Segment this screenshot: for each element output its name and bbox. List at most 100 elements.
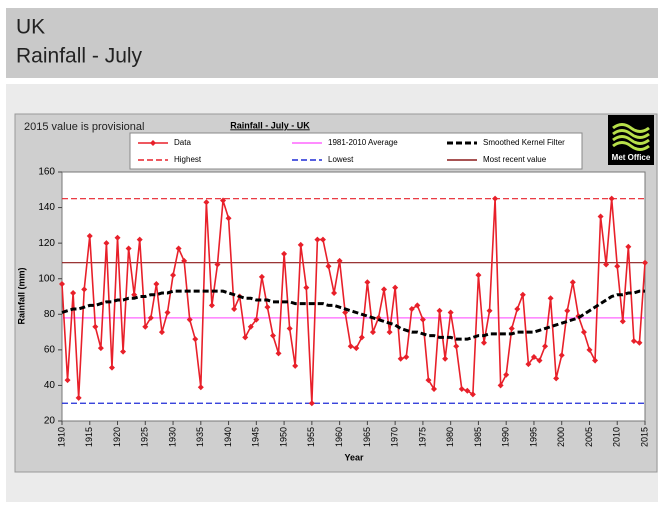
legend-box: [129, 132, 583, 170]
data-point: [75, 394, 82, 401]
data-point: [547, 295, 554, 302]
data-point: [503, 371, 510, 378]
data-point: [281, 250, 288, 257]
x-tick-label: 1955: [306, 427, 316, 447]
data-point: [303, 284, 310, 291]
data-point: [64, 377, 71, 384]
x-tick-label: 2005: [584, 427, 594, 447]
data-point: [614, 263, 621, 270]
data-point: [186, 316, 193, 323]
chart-title: Rainfall - July - UK: [230, 120, 310, 130]
x-tick-label: 1965: [362, 427, 372, 447]
data-point: [181, 257, 188, 264]
x-tick-label: 1920: [112, 427, 122, 447]
data-point: [608, 195, 615, 202]
data-point: [358, 334, 365, 341]
data-point: [580, 329, 587, 336]
data-point: [469, 391, 476, 398]
x-tick-label: 1970: [390, 427, 400, 447]
data-point: [569, 279, 576, 286]
x-tick-label: 1980: [445, 427, 455, 447]
data-point: [197, 384, 204, 391]
x-tick-label: 1990: [501, 427, 511, 447]
header-band: [6, 8, 658, 78]
data-point: [480, 339, 487, 346]
header-subtitle: Rainfall - July: [16, 45, 143, 68]
x-tick-label: 2015: [639, 427, 649, 447]
data-point: [586, 346, 593, 353]
data-point: [192, 336, 199, 343]
data-point: [342, 309, 349, 316]
data-point: [203, 199, 210, 206]
data-point: [331, 289, 338, 296]
data-point: [597, 213, 604, 220]
data-point: [381, 286, 388, 293]
data-point: [286, 325, 293, 332]
data-point: [86, 233, 93, 240]
x-tick-label: 1930: [167, 427, 177, 447]
data-point: [269, 332, 276, 339]
data-point: [369, 329, 376, 336]
y-tick-label: 40: [44, 380, 56, 391]
data-point: [592, 357, 599, 364]
data-point: [153, 281, 160, 288]
data-point: [458, 385, 465, 392]
data-point: [630, 337, 637, 344]
data-point: [97, 345, 104, 352]
legend-marker: [150, 140, 156, 146]
legend-label: Lowest: [328, 155, 354, 164]
data-point: [275, 350, 282, 357]
data-point: [364, 279, 371, 286]
data-point: [136, 236, 143, 243]
data-point: [142, 323, 149, 330]
data-point: [242, 334, 249, 341]
data-point: [553, 375, 560, 382]
data-point: [258, 273, 265, 280]
data-point: [619, 318, 626, 325]
x-axis-label: Year: [344, 452, 364, 462]
data-point: [125, 245, 132, 252]
data-point: [442, 355, 449, 362]
x-tick-label: 2000: [556, 427, 566, 447]
x-tick-label: 1945: [251, 427, 261, 447]
y-tick-label: 60: [44, 344, 56, 355]
data-point: [514, 305, 521, 312]
data-point: [447, 309, 454, 316]
data-point: [519, 291, 526, 298]
y-tick-label: 20: [44, 416, 56, 427]
y-tick-label: 140: [38, 202, 55, 213]
data-point: [397, 355, 404, 362]
data-point: [70, 289, 77, 296]
data-point: [419, 316, 426, 323]
data-point: [308, 400, 315, 407]
y-tick-label: 80: [44, 309, 56, 320]
data-point: [436, 307, 443, 314]
data-point: [636, 339, 643, 346]
data-point: [642, 259, 648, 266]
data-point: [314, 236, 321, 243]
data-point: [225, 215, 232, 222]
data-point: [208, 302, 215, 309]
x-tick-label: 1915: [84, 427, 94, 447]
data-point: [253, 316, 260, 323]
series-line: [61, 198, 646, 404]
data-point: [131, 291, 138, 298]
legend-label: 1981-2010 Average: [328, 138, 398, 147]
data-point: [214, 261, 221, 268]
x-tick-label: 1940: [223, 427, 233, 447]
x-tick-label: 1910: [56, 427, 66, 447]
series-line: [61, 289, 645, 341]
data-point: [92, 323, 99, 330]
data-point: [392, 284, 399, 291]
data-point: [297, 241, 304, 248]
data-point: [431, 385, 438, 392]
data-point: [508, 325, 515, 332]
data-point: [530, 353, 537, 360]
x-tick-label: 1935: [195, 427, 205, 447]
data-point: [536, 357, 543, 364]
data-point: [464, 387, 471, 394]
data-point: [542, 343, 549, 350]
data-point: [319, 236, 326, 243]
legend-label: Smoothed Kernel Filter: [483, 138, 565, 147]
